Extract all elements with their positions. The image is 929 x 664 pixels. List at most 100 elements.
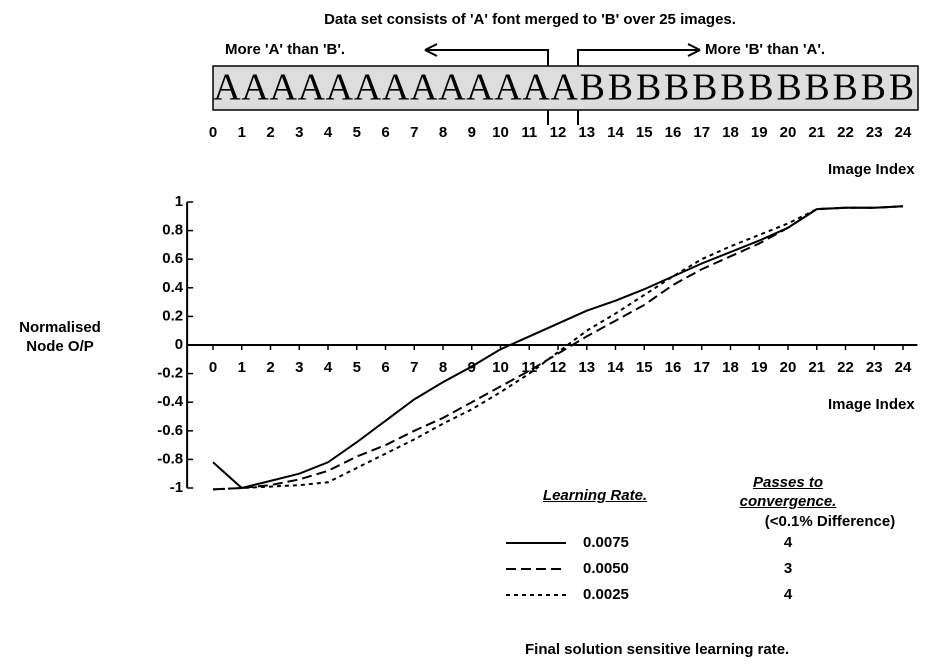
legend-label: 0.0075 xyxy=(583,534,629,551)
y-tick-label: -0.4 xyxy=(157,393,184,410)
strip-tick-label: 20 xyxy=(780,124,797,141)
legend-passes: 3 xyxy=(784,560,792,577)
strip-tick-label: 6 xyxy=(381,124,389,141)
strip-letter: A xyxy=(550,67,578,109)
x-tick-label: 7 xyxy=(410,359,418,376)
strip-tick-label: 2 xyxy=(266,124,274,141)
x-tick-label: 3 xyxy=(295,359,303,376)
strip-title: Data set consists of 'A' font merged to … xyxy=(324,11,736,28)
strip-letter: B xyxy=(636,67,661,109)
y-tick-label: -0.6 xyxy=(157,422,183,439)
strip-tick-label: 3 xyxy=(295,124,303,141)
strip-tick-label: 10 xyxy=(492,124,509,141)
strip-tick-label: 21 xyxy=(808,124,825,141)
strip-axis-label: Image Index xyxy=(828,161,915,178)
strip-letter: B xyxy=(720,67,745,109)
strip-tick-label: 5 xyxy=(353,124,361,141)
strip-tick-label: 19 xyxy=(751,124,768,141)
strip-tick-label: 11 xyxy=(521,124,537,141)
strip-tick-label: 24 xyxy=(895,124,912,141)
annotation-right: More 'B' than 'A'. xyxy=(705,41,825,58)
y-tick-label: -1 xyxy=(170,479,183,496)
strip-letter: A xyxy=(438,67,466,109)
legend-label: 0.0050 xyxy=(583,560,629,577)
strip-letter: A xyxy=(522,67,550,109)
strip-letter: B xyxy=(833,67,858,109)
x-tick-label: 4 xyxy=(324,359,333,376)
legend-passes: 4 xyxy=(784,586,793,603)
x-tick-label: 21 xyxy=(808,359,825,376)
legend-passes: 4 xyxy=(784,534,793,551)
strip-letter: A xyxy=(466,67,494,109)
strip-letter: A xyxy=(269,67,297,109)
x-tick-label: 20 xyxy=(780,359,797,376)
x-tick-label: 19 xyxy=(751,359,768,376)
x-tick-label: 5 xyxy=(353,359,361,376)
strip-letter: B xyxy=(692,67,717,109)
y-axis-label: Normalised Node O/P xyxy=(5,318,115,356)
y-tick-label: -0.2 xyxy=(157,365,183,382)
x-tick-label: 15 xyxy=(636,359,653,376)
strip-tick-label: 14 xyxy=(607,124,624,141)
x-tick-label: 0 xyxy=(209,359,217,376)
x-tick-label: 23 xyxy=(866,359,883,376)
annotation-left: More 'A' than 'B'. xyxy=(225,41,345,58)
x-tick-label: 8 xyxy=(439,359,447,376)
x-tick-label: 22 xyxy=(837,359,854,376)
strip-letter: A xyxy=(241,67,269,109)
strip-tick-label: 7 xyxy=(410,124,418,141)
x-tick-label: 13 xyxy=(578,359,595,376)
strip-letter: A xyxy=(382,67,410,109)
y-tick-label: 0.2 xyxy=(162,307,183,324)
chart: Data set consists of 'A' font merged to … xyxy=(0,0,929,664)
x-tick-label: 6 xyxy=(381,359,389,376)
strip-tick-label: 1 xyxy=(238,124,246,141)
strip-letter: B xyxy=(861,67,886,109)
strip-letter: A xyxy=(298,67,326,109)
x-tick-label: 1 xyxy=(238,359,246,376)
legend-header-passes: Passes to convergence. xyxy=(733,473,843,511)
strip-letter: B xyxy=(748,67,773,109)
x-tick-label: 2 xyxy=(266,359,274,376)
footnote: Final solution sensitive learning rate. xyxy=(525,641,789,658)
strip-tick-label: 22 xyxy=(837,124,854,141)
strip-tick-label: 17 xyxy=(693,124,710,141)
legend-label: 0.0025 xyxy=(583,586,629,603)
strip-tick-label: 18 xyxy=(722,124,739,141)
strip-tick-label: 0 xyxy=(209,124,217,141)
y-tick-label: 1 xyxy=(175,193,183,210)
strip-tick-label: 13 xyxy=(578,124,595,141)
strip-letter: A xyxy=(354,67,382,109)
x-tick-label: 12 xyxy=(550,359,567,376)
strip-tick-label: 8 xyxy=(439,124,447,141)
strip-letter: B xyxy=(664,67,689,109)
strip-letter: A xyxy=(213,67,241,109)
y-tick-label: 0.4 xyxy=(162,279,184,296)
strip-letter: B xyxy=(580,67,605,109)
strip-tick-label: 9 xyxy=(468,124,476,141)
y-tick-label: 0.8 xyxy=(162,222,183,239)
y-tick-label: 0 xyxy=(175,336,183,353)
strip-letter: B xyxy=(608,67,633,109)
strip-tick-label: 15 xyxy=(636,124,653,141)
page: Data set consists of 'A' font merged to … xyxy=(0,0,929,664)
x-tick-label: 10 xyxy=(492,359,509,376)
strip-tick-label: 23 xyxy=(866,124,883,141)
x-tick-label: 16 xyxy=(665,359,682,376)
x-tick-label: 17 xyxy=(693,359,710,376)
strip-letter: B xyxy=(776,67,801,109)
x-tick-label: 14 xyxy=(607,359,624,376)
strip-letter: A xyxy=(410,67,438,109)
x-tick-label: 18 xyxy=(722,359,739,376)
strip-letter: A xyxy=(494,67,522,109)
strip-tick-label: 4 xyxy=(324,124,333,141)
legend-header-note: (<0.1% Difference) xyxy=(735,512,925,531)
y-tick-label: -0.8 xyxy=(157,450,183,467)
legend-header-rate: Learning Rate. xyxy=(535,486,655,505)
strip-letter: A xyxy=(326,67,354,109)
x-axis-label: Image Index xyxy=(828,396,915,413)
strip-tick-label: 16 xyxy=(665,124,682,141)
y-tick-label: 0.6 xyxy=(162,250,183,267)
strip-tick-label: 12 xyxy=(550,124,567,141)
x-tick-label: 24 xyxy=(895,359,912,376)
